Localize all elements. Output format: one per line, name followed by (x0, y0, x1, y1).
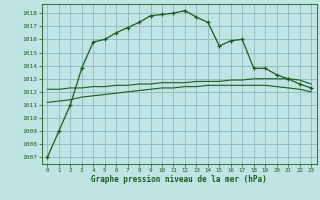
X-axis label: Graphe pression niveau de la mer (hPa): Graphe pression niveau de la mer (hPa) (91, 175, 267, 184)
